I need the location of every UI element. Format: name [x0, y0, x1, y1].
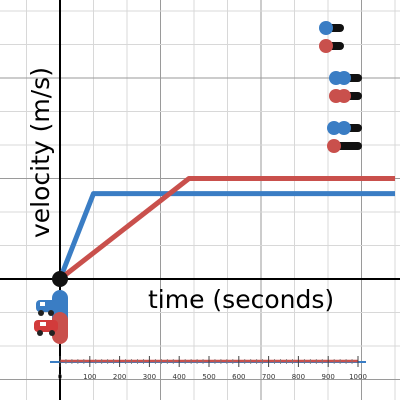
- timeline-tick-label: 200: [113, 373, 126, 381]
- timeline-tick-label: 800: [292, 373, 305, 381]
- red-series-line: [58, 176, 395, 281]
- red-marker-bar[interactable]: [52, 312, 68, 344]
- timeline-tick-label: 900: [322, 373, 335, 381]
- slider-top[interactable]: [319, 21, 344, 53]
- blue-slider-handle[interactable]: [319, 21, 333, 35]
- timeline-tick-label: 400: [173, 373, 186, 381]
- car-markers: [34, 290, 68, 344]
- slider-middle[interactable]: [329, 71, 362, 103]
- slider-bottom[interactable]: [327, 121, 362, 153]
- timeline-tick-label: 600: [232, 373, 245, 381]
- red-slider-handle[interactable]: [319, 39, 333, 53]
- timeline-tick-label: 100: [83, 373, 96, 381]
- x-axis-label: time (seconds): [148, 285, 334, 314]
- car-icon: [34, 320, 58, 336]
- timeline-tick-label: 1000: [349, 373, 367, 381]
- series-layer: [57, 176, 395, 281]
- blue-car-icon: [36, 300, 56, 316]
- slider-controls: [319, 21, 362, 153]
- timeline-tick-label: 0: [58, 373, 62, 381]
- timeline-tick-label: 500: [202, 373, 215, 381]
- timeline-tick-label: 700: [262, 373, 275, 381]
- timeline-ruler: 0 100 200 300 400 500 600 700 800 900 1000: [50, 356, 367, 381]
- timeline-tick-label: 300: [143, 373, 156, 381]
- y-axis-label: velocity (m/s): [26, 67, 55, 238]
- blue-series-line: [57, 191, 395, 280]
- origin-point[interactable]: [52, 271, 68, 287]
